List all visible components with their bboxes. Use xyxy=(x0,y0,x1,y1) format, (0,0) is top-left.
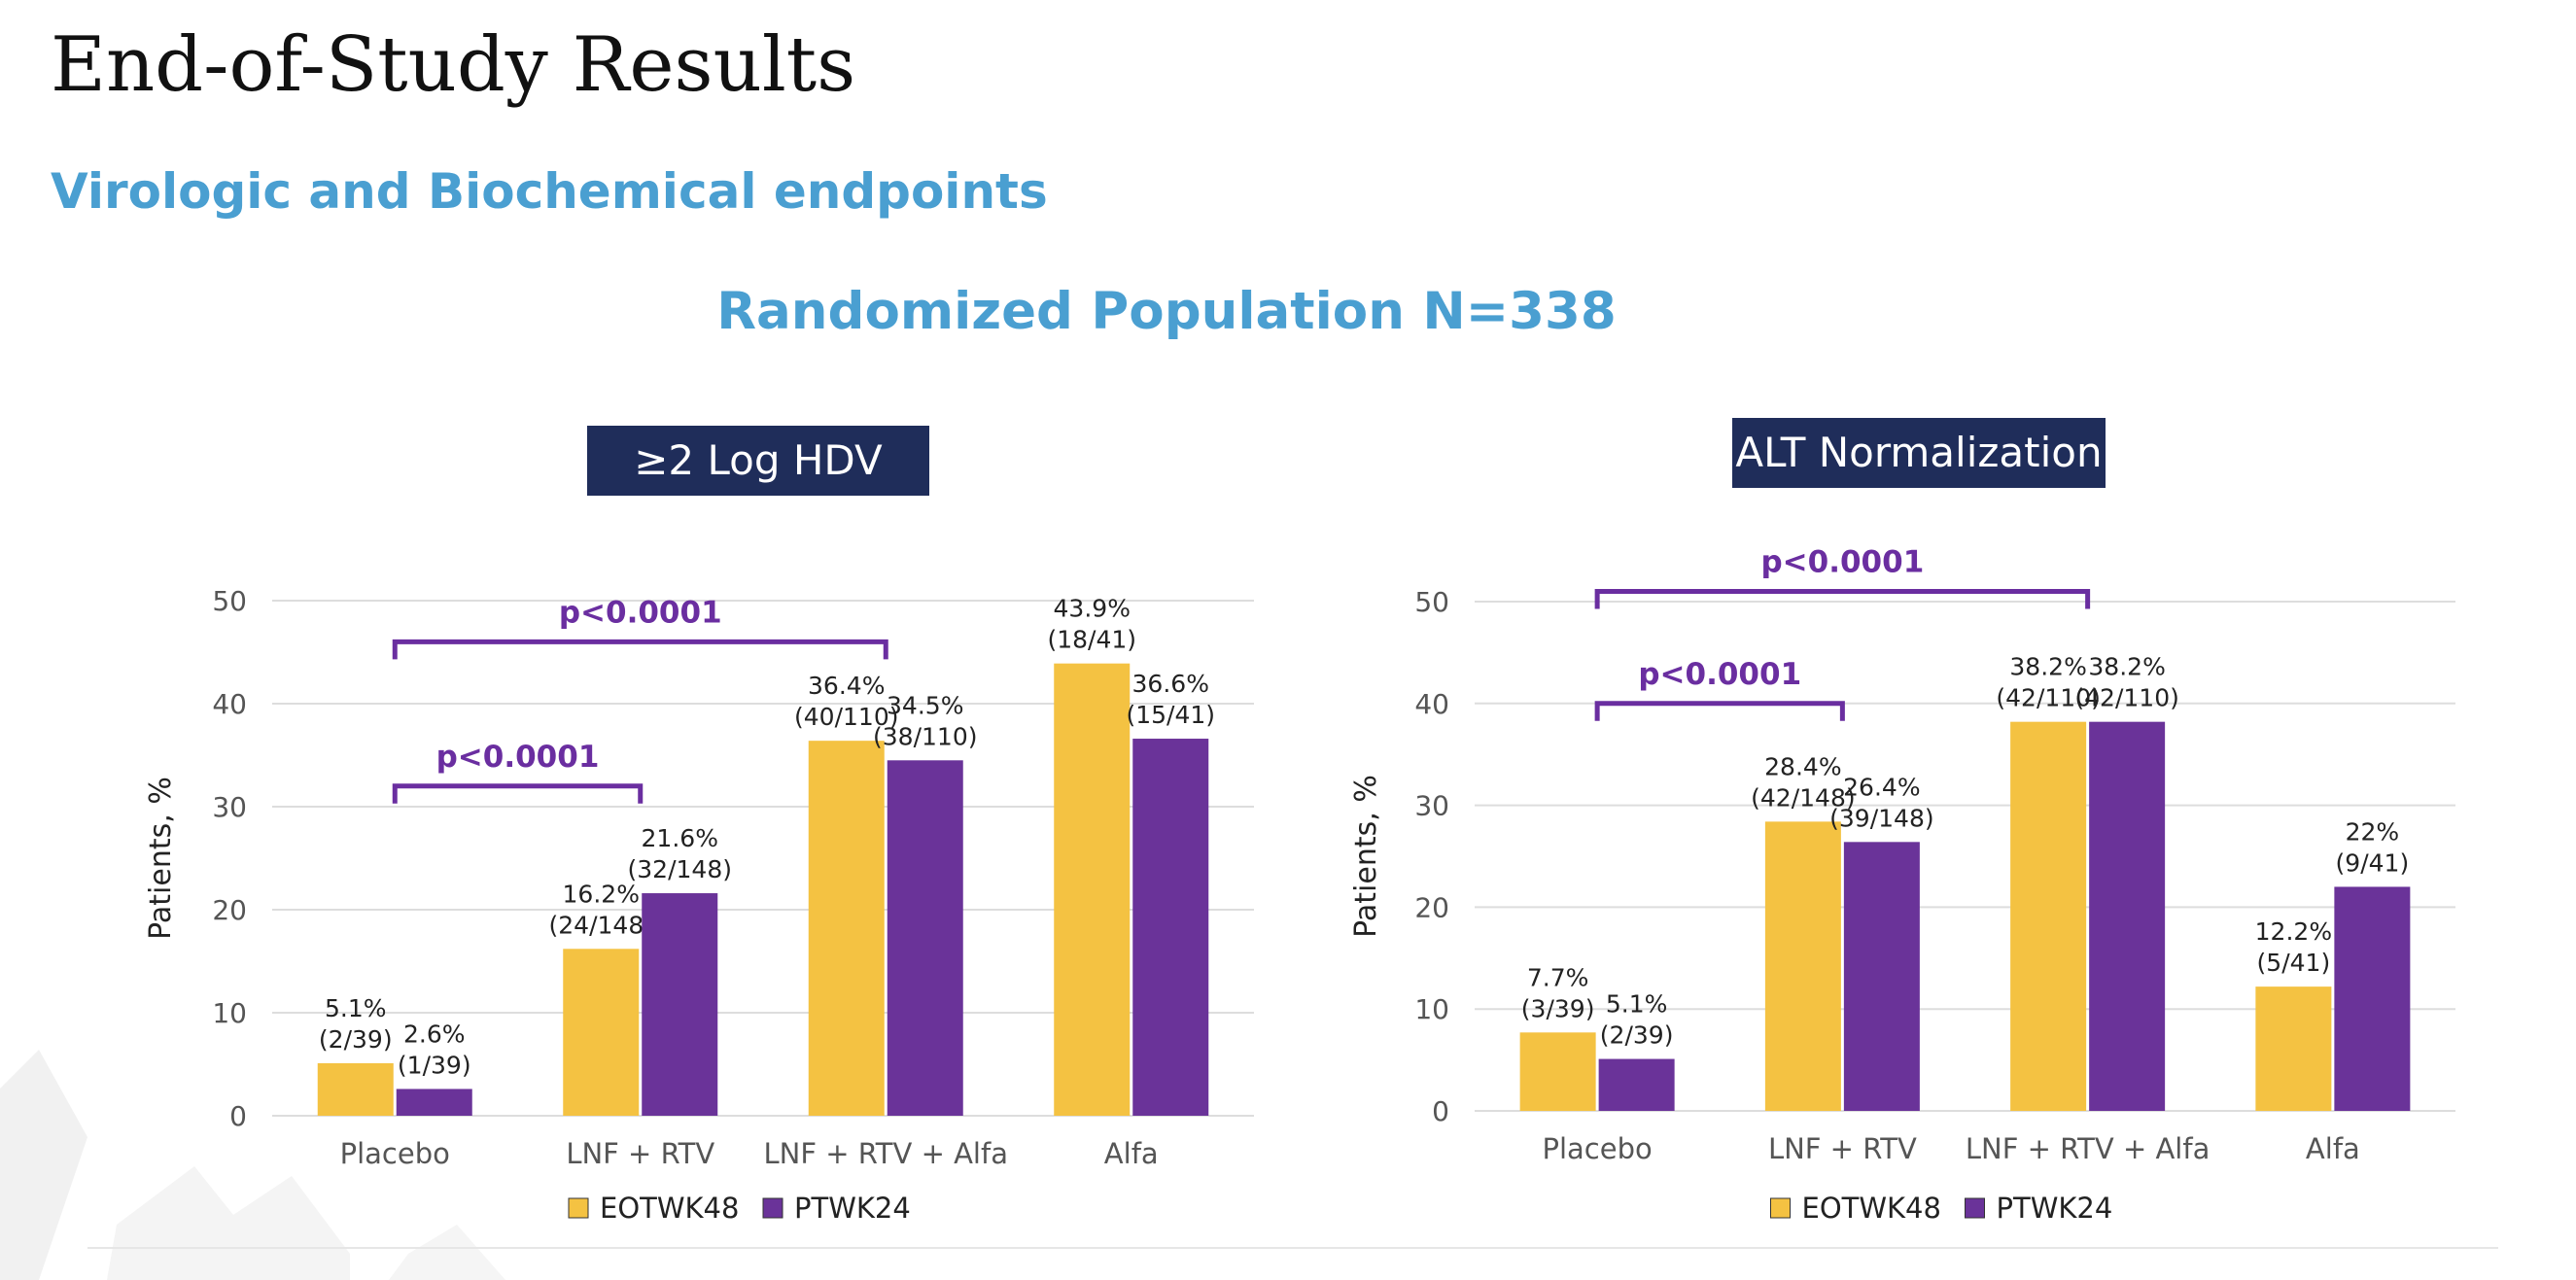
data-label-count: (24/148) xyxy=(549,911,653,939)
x-category-label: Alfa xyxy=(2306,1132,2360,1165)
y-tick-label: 30 xyxy=(1414,790,1449,822)
data-label-value: 26.4% xyxy=(1843,773,1920,801)
bar-eotwk48 xyxy=(2255,986,2332,1111)
data-label-value: 12.2% xyxy=(2255,917,2332,946)
chart-1-title: ≥2 Log HDV RNA xyxy=(587,426,929,554)
data-label-count: (40/110) xyxy=(794,703,898,731)
legend-swatch xyxy=(568,1197,589,1219)
x-category-label: LNF + RTV xyxy=(566,1137,714,1170)
x-category-label: Placebo xyxy=(340,1137,450,1170)
y-tick-label: 10 xyxy=(212,997,247,1029)
y-tick-label: 50 xyxy=(1414,586,1449,618)
data-label-value: 22% xyxy=(2346,817,2400,846)
slide-subtitle: Virologic and Biochemical endpoints xyxy=(51,163,1048,220)
data-label-count: (9/41) xyxy=(2336,848,2410,877)
legend-label: PTWK24 xyxy=(794,1192,911,1225)
data-label-value: 28.4% xyxy=(1764,752,1841,780)
data-label-count: (42/110) xyxy=(2074,684,2178,712)
significance-bracket xyxy=(1594,701,1845,721)
legend-swatch xyxy=(762,1197,783,1219)
bar-ptwk24 xyxy=(1843,842,1920,1111)
data-label-count: (32/148) xyxy=(628,855,732,883)
bar-eotwk48 xyxy=(1764,821,1841,1111)
x-category-label: Placebo xyxy=(1542,1132,1652,1165)
p-value-label: p<0.0001 xyxy=(559,595,722,630)
bar-eotwk48 xyxy=(1054,663,1131,1116)
hdv-rna-chart: 0 10 20 30 40 50 Patients, % Placebo LNF + RTV LN… xyxy=(144,585,1254,1225)
y-axis-label: Patients, % xyxy=(144,777,178,940)
y-tick-label: 40 xyxy=(212,688,247,720)
bar-eotwk48 xyxy=(1519,1032,1596,1111)
data-label-count: (39/148) xyxy=(1829,804,1933,832)
y-tick-label: 20 xyxy=(212,894,247,926)
data-label-count: (15/41) xyxy=(1126,701,1215,729)
y-tick-label: 20 xyxy=(1414,891,1449,923)
watermark-graphic xyxy=(0,1050,505,1280)
legend-label: EOTWK48 xyxy=(1802,1192,1941,1225)
significance-bracket xyxy=(392,639,888,660)
y-tick-label: 0 xyxy=(1432,1095,1449,1127)
data-label-count: (42/148) xyxy=(1751,783,1855,812)
data-label-value: 16.2% xyxy=(563,880,640,908)
x-category-label: LNF + RTV + Alfa xyxy=(764,1137,1008,1170)
data-label-value: 43.9% xyxy=(1054,595,1131,623)
p-value-label: p<0.0001 xyxy=(1760,545,1924,580)
data-label-value: 7.7% xyxy=(1527,963,1589,991)
data-label-count: (42/110) xyxy=(1996,684,2100,712)
data-label-value: 5.1% xyxy=(1606,990,1668,1019)
bar-ptwk24 xyxy=(1598,1058,1675,1111)
x-category-label: LNF + RTV xyxy=(1768,1132,1917,1165)
data-label-count: (5/41) xyxy=(2257,949,2331,977)
data-label-value: 21.6% xyxy=(642,824,718,852)
data-label-value: 5.1% xyxy=(325,994,387,1022)
bar-ptwk24 xyxy=(2089,721,2166,1111)
bar-eotwk48 xyxy=(2010,721,2087,1111)
data-label-count: (18/41) xyxy=(1047,626,1136,654)
chart-2-title: ALT Normalization xyxy=(1732,418,2106,488)
bar-eotwk48 xyxy=(808,741,885,1116)
y-axis-label: Patients, % xyxy=(1349,775,1383,938)
data-label-value: 38.2% xyxy=(2088,653,2165,681)
y-tick-label: 30 xyxy=(212,791,247,823)
bar-ptwk24 xyxy=(1132,739,1209,1116)
data-label-value: 36.6% xyxy=(1132,670,1209,698)
data-label-value: 2.6% xyxy=(403,1020,466,1048)
data-label-count: (1/39) xyxy=(398,1051,471,1079)
x-category-label: LNF + RTV + Alfa xyxy=(1966,1132,2210,1165)
slide-title: End-of-Study Results xyxy=(51,21,856,109)
p-value-label: p<0.0001 xyxy=(436,740,600,775)
legend-swatch xyxy=(1770,1197,1791,1219)
alt-normalization-chart: 0 10 20 30 40 50 Patients, % Placebo LNF + RTV LN… xyxy=(1349,545,2455,1225)
data-label-count: (2/39) xyxy=(1600,1021,1674,1050)
bar-ptwk24 xyxy=(396,1089,472,1116)
legend-label: EOTWK48 xyxy=(600,1192,739,1225)
bar-ptwk24 xyxy=(642,893,718,1116)
y-tick-label: 40 xyxy=(1414,688,1449,720)
data-label-value: 38.2% xyxy=(2009,653,2086,681)
y-tick-label: 10 xyxy=(1414,993,1449,1025)
p-value-label: p<0.0001 xyxy=(1638,657,1801,692)
significance-bracket xyxy=(1594,589,2091,609)
legend-swatch xyxy=(1965,1197,1985,1219)
x-category-label: Alfa xyxy=(1104,1137,1159,1170)
data-label-count: (3/39) xyxy=(1521,994,1595,1022)
y-tick-label: 0 xyxy=(229,1100,247,1132)
bar-ptwk24 xyxy=(2334,886,2411,1111)
population-heading: Randomized Population N=338 xyxy=(716,282,1617,341)
y-tick-label: 50 xyxy=(212,585,247,617)
bar-ptwk24 xyxy=(887,760,963,1116)
data-label-value: 36.4% xyxy=(808,672,885,700)
bar-eotwk48 xyxy=(563,949,640,1116)
footer-divider xyxy=(87,1247,2498,1249)
legend-label: PTWK24 xyxy=(1997,1192,2113,1225)
bar-eotwk48 xyxy=(317,1062,394,1116)
data-label-count: (38/110) xyxy=(873,722,977,750)
data-label-value: 34.5% xyxy=(887,691,963,719)
significance-bracket xyxy=(392,783,644,804)
data-label-count: (2/39) xyxy=(319,1025,393,1054)
